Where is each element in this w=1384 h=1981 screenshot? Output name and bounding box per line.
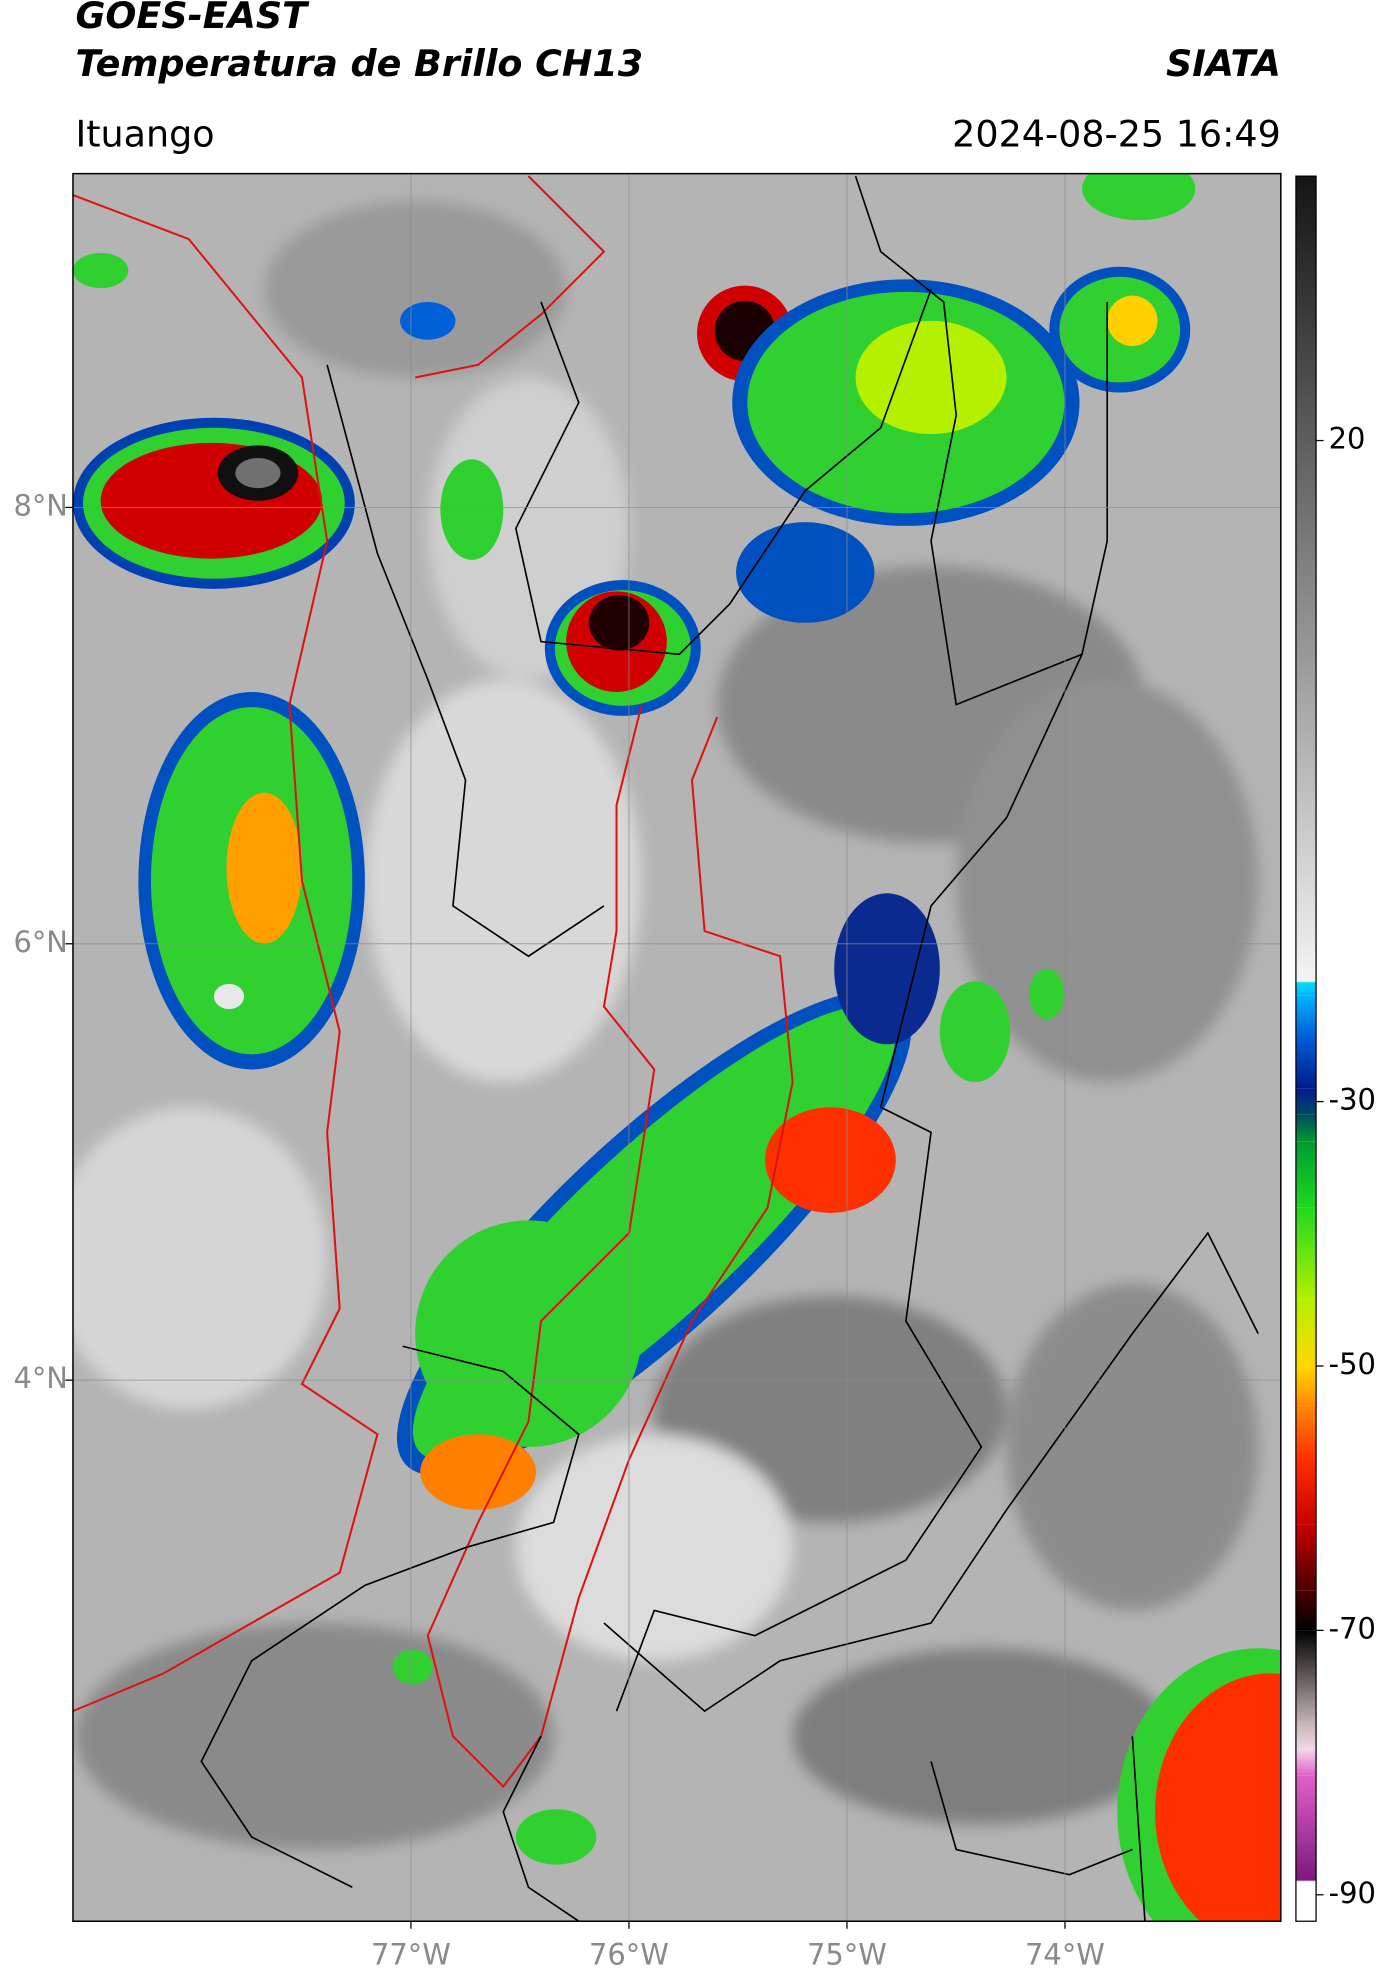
y-tick-label: 6°N (13, 925, 68, 959)
product: Temperatura de Brillo CH13 (75, 42, 643, 85)
colorbar-segment (1295, 1207, 1317, 1300)
colorbar-segment (1295, 1114, 1317, 1142)
agency: SIATA (1166, 42, 1281, 85)
colorbar-segment (1295, 995, 1317, 1036)
colorbar-segment (1295, 1141, 1317, 1208)
colorbar-segment (1295, 1035, 1317, 1089)
colorbar-tick-label: -30 (1329, 1083, 1376, 1117)
colorbar-segment (1295, 176, 1317, 982)
storm-cells (72, 173, 1281, 1922)
location: Ituango (75, 112, 214, 155)
y-tick-label: 4°N (13, 1361, 68, 1395)
imagery (72, 173, 1281, 1922)
x-tick-label: 75°W (807, 1937, 887, 1971)
colorbar-segment (1295, 1299, 1317, 1366)
colorbar-segment (1295, 1775, 1317, 1881)
colorbar-segment (1295, 981, 1317, 983)
colorbar-segment (1295, 1524, 1317, 1591)
colorbar-segment (1295, 1088, 1317, 1115)
colorbar-segment (1295, 1458, 1317, 1525)
satellite: GOES-EAST (75, 0, 310, 37)
timestamp: 2024-08-25 16:49 (952, 112, 1281, 155)
colorbar-segment (1295, 1880, 1317, 1882)
colorbar-segment (1295, 1881, 1317, 1922)
colorbar-frame (1295, 175, 1317, 1922)
country-borders (200, 175, 1259, 1922)
colorbar-tick-label: -90 (1329, 1876, 1376, 1910)
cloud-texture (72, 201, 1259, 1850)
colorbar-segment (1295, 982, 1317, 996)
colorbar-segment (1295, 1630, 1317, 1723)
colorbar-segment (1295, 1722, 1317, 1750)
colorbar: 20 -30 -50 -70 -90 (1295, 175, 1376, 1922)
x-tick-label: 74°W (1025, 1937, 1105, 1971)
colorbar-tick-label: -50 (1329, 1347, 1376, 1381)
map-frame (72, 172, 1282, 1922)
graticule: 77°W 76°W 75°W 74°W 8°N 6°N 4°N (13, 173, 1281, 1971)
colorbar-segment (1295, 1405, 1317, 1459)
x-tick-label: 76°W (589, 1937, 669, 1971)
y-tick-label: 8°N (13, 488, 68, 522)
colorbar-tick-label: 20 (1329, 422, 1366, 456)
x-tick-label: 77°W (371, 1937, 451, 1971)
colorbar-segment (1295, 1749, 1317, 1776)
colorbar-segment (1295, 1590, 1317, 1631)
colorbar-tick-label: -70 (1329, 1611, 1376, 1645)
colorbar-segment (1295, 1365, 1317, 1406)
